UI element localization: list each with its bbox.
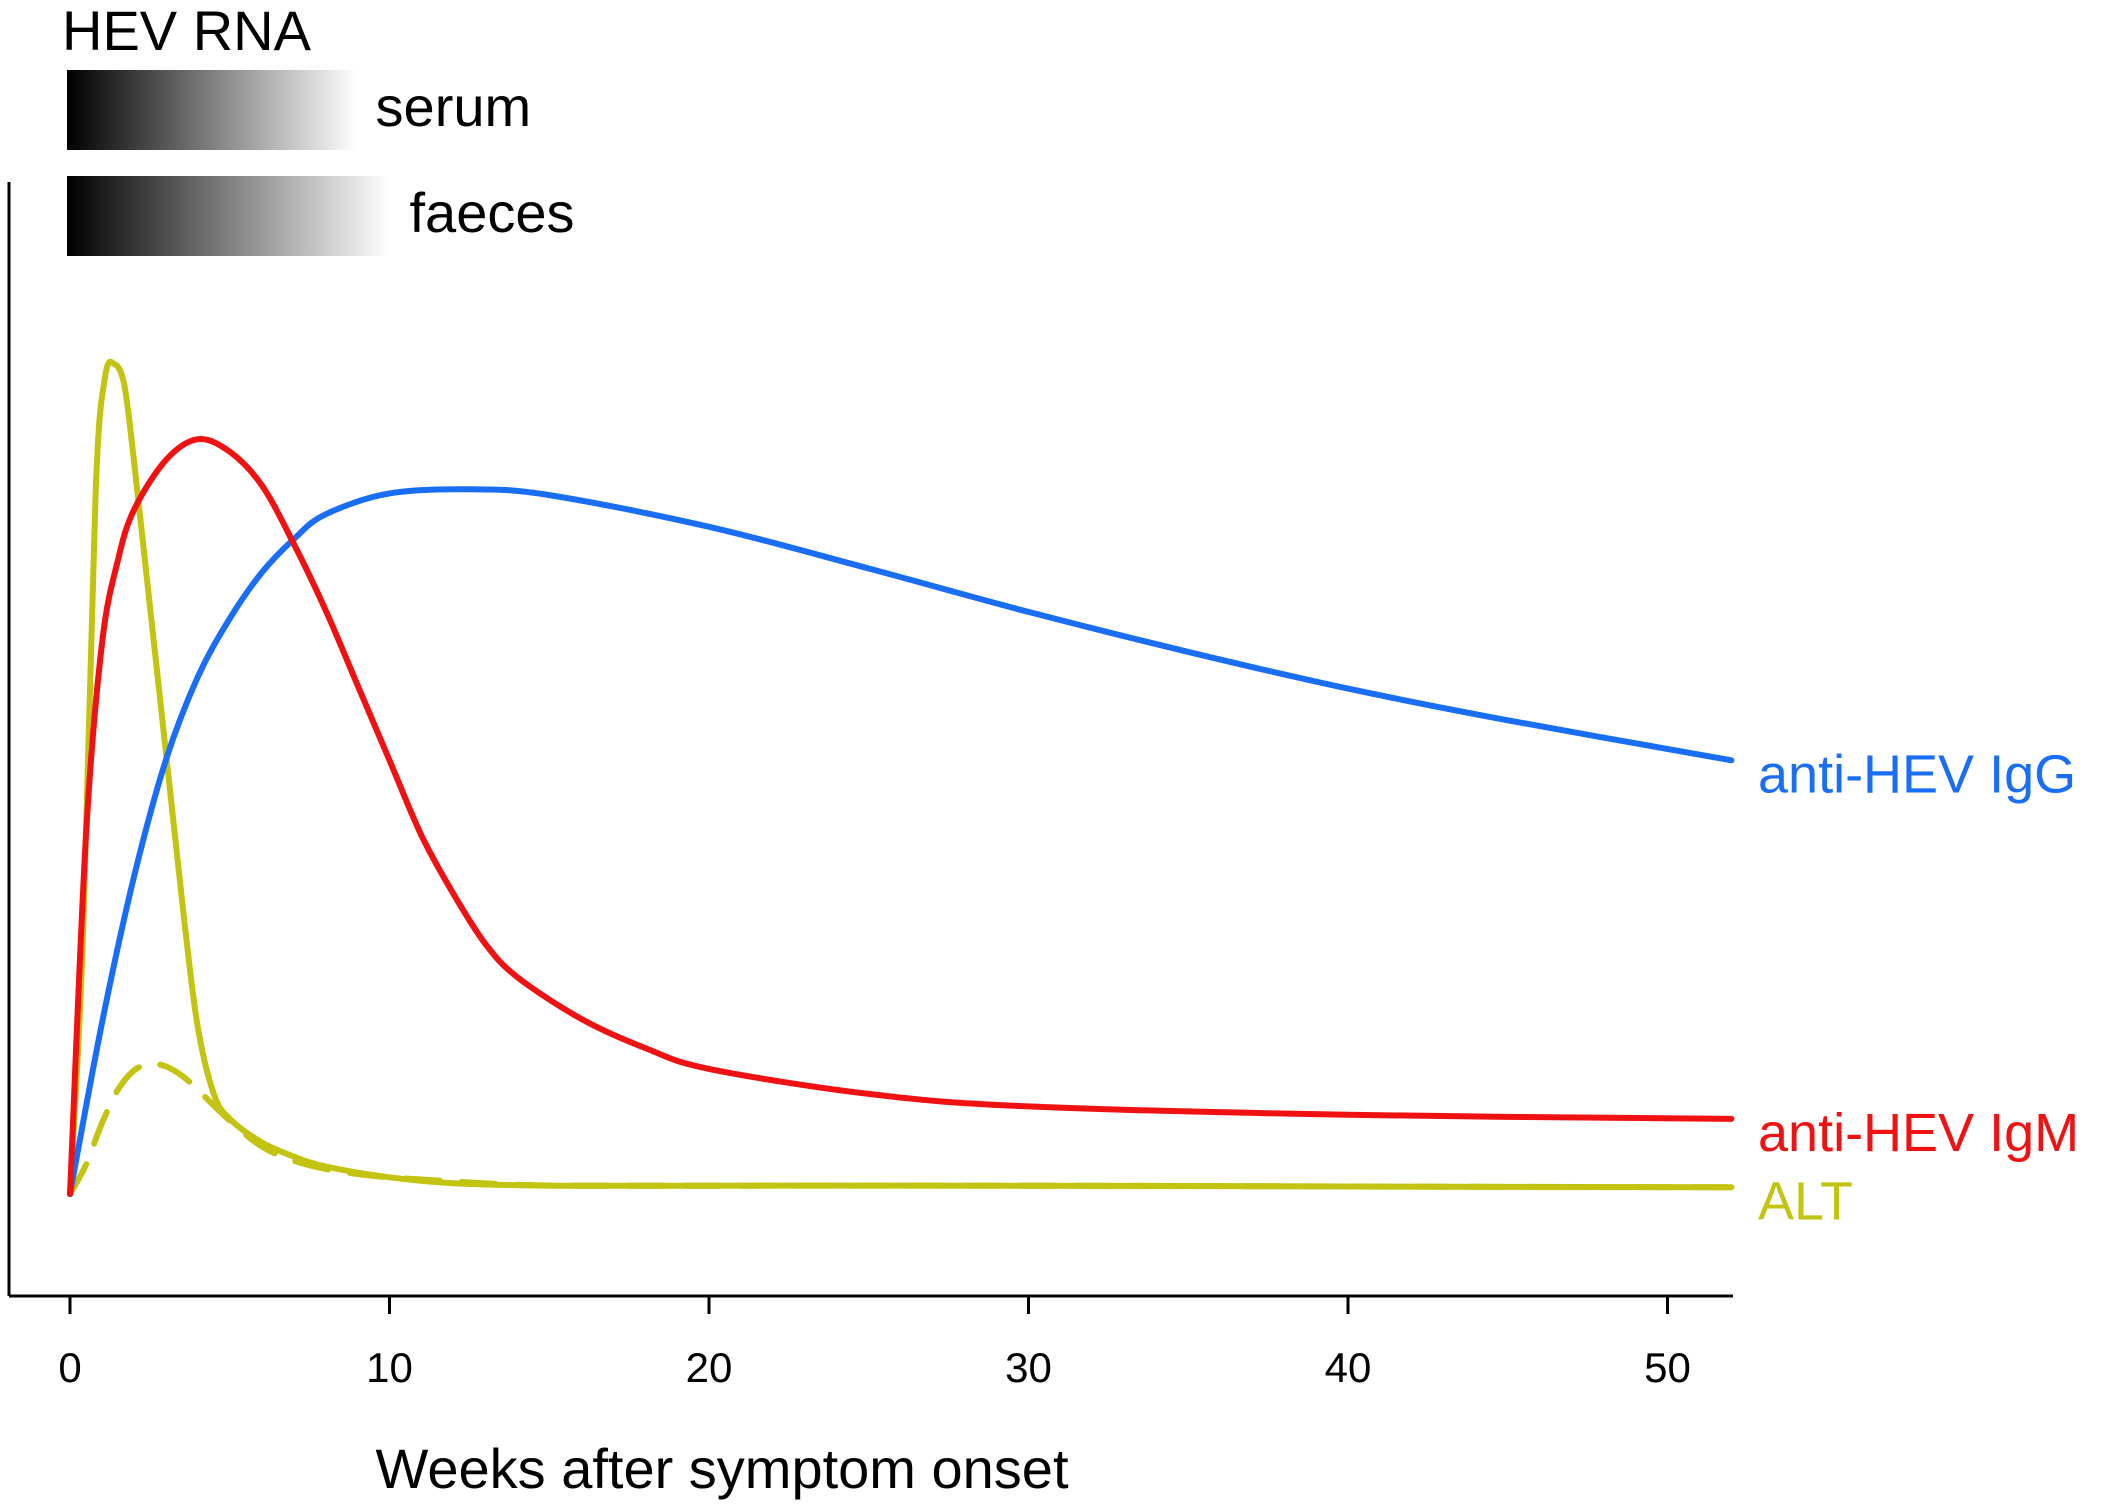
- x-axis-title: Weeks after symptom onset: [376, 1437, 1069, 1500]
- rna-bars: serum faeces: [67, 70, 575, 256]
- x-ticks: 0 10 20 30 40 50: [58, 1296, 1691, 1391]
- series-line-anti-hev-igg: [67, 486, 1735, 1197]
- x-tick-label: 40: [1325, 1344, 1372, 1391]
- x-tick-label: 20: [686, 1344, 733, 1391]
- series-labels: anti-HEV IgG anti-HEV IgM ALT: [1758, 744, 2079, 1231]
- x-tick-label: 0: [58, 1344, 81, 1391]
- rna-bar-label-serum: serum: [376, 75, 532, 138]
- series-lines: [67, 358, 1735, 1197]
- series-line-alt: [67, 358, 1735, 1197]
- x-tick-label: 50: [1644, 1344, 1691, 1391]
- series-line-alt-dashed: [67, 1060, 1735, 1197]
- series-label-alt: ALT: [1758, 1171, 1853, 1231]
- axes: 0 10 20 30 40 50 Weeks after symptom onset: [7, 182, 1733, 1500]
- x-tick-label: 30: [1005, 1344, 1052, 1391]
- series-line-anti-hev-igm: [67, 436, 1735, 1197]
- series-label-anti-hev-igg: anti-HEV IgG: [1758, 744, 2076, 804]
- series-label-anti-hev-igm: anti-HEV IgM: [1758, 1103, 2079, 1163]
- hev-rna-header: HEV RNA serum faeces: [62, 0, 575, 256]
- rna-bar-label-faeces: faeces: [410, 181, 575, 244]
- x-tick-label: 10: [366, 1344, 413, 1391]
- rna-bar-serum: [67, 70, 358, 150]
- rna-bar-faeces: [67, 176, 390, 256]
- hev-rna-title: HEV RNA: [62, 0, 312, 62]
